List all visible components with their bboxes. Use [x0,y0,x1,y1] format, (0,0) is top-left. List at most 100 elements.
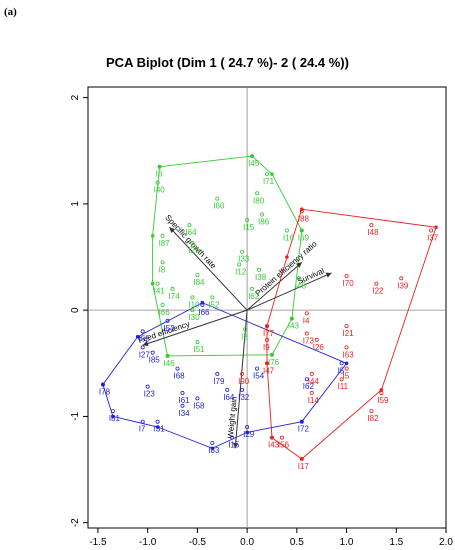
vector-line-4 [234,310,248,449]
point-1-17 [309,391,314,396]
point-0-23 [190,308,195,313]
point-0-28 [243,327,248,332]
x-tick-label: 0.5 [290,537,304,548]
y-axis: -2 -1 0 1 2 [70,94,88,527]
point-0-16 [257,267,262,272]
point-2-3 [155,419,160,424]
point-label: I66 [198,308,210,317]
point-label: I39 [397,281,409,290]
point-1-9 [304,331,309,336]
hull-vertex-1-2 [379,388,384,392]
point-0-21 [250,286,255,291]
point-label: I43 [288,322,300,331]
point-label: I5 [343,372,350,381]
x-tick-label: -1.0 [139,537,157,548]
point-label: I9 [263,343,270,352]
point-label: I78 [99,388,111,397]
chart-title: PCA Biplot (Dim 1 ( 24.7 %)- 2 ( 24.4 %)… [106,55,349,70]
point-0-17 [195,273,200,278]
point-label: I14 [308,396,320,405]
point-label: I32 [238,393,250,402]
y-tick-label: 1 [70,201,81,207]
point-2-21 [255,366,260,371]
point-0-0 [157,164,162,169]
point-1-13 [264,361,269,366]
point-1-11 [314,337,319,342]
point-0-18 [155,281,160,286]
group-hulls [101,154,438,461]
point-label: I81 [109,414,121,423]
point-label: I76 [268,358,280,367]
point-0-26 [289,316,294,321]
point-label: I48 [367,228,379,237]
point-label: I10 [188,300,200,309]
point-1-7 [344,324,349,329]
point-0-24 [160,302,165,307]
vector-label: Specific growth rate [163,213,218,271]
x-tick-label: -0.5 [189,537,207,548]
point-label: I86 [258,218,270,227]
point-2-8 [140,329,145,334]
hull-vertex-0-8 [150,233,155,238]
point-label: I70 [343,279,355,288]
point-label: I3 [241,332,248,341]
point-label: I88 [298,214,310,223]
point-label: I52 [208,300,220,309]
hull-vertex-2-1 [135,334,140,339]
y-tick-label: -2 [70,518,81,527]
point-label: I15 [243,223,255,232]
point-label: I51 [193,345,205,354]
point-label: I59 [377,396,389,405]
point-2-23 [339,361,344,366]
point-label: I21 [343,329,355,338]
point-label: I82 [367,414,379,423]
point-label: I15 [228,441,240,450]
point-2-15 [180,391,185,396]
hull-vertex-2-5 [245,430,249,435]
point-label: I73 [303,337,315,346]
zero-axis-lines [88,87,446,528]
point-label: I11 [338,382,349,391]
point-1-12 [344,345,349,350]
point-2-9 [140,345,145,350]
point-2-0 [100,382,105,387]
point-0-29 [165,353,170,358]
point-1-1 [369,223,374,228]
point-label: I38 [255,273,267,282]
vector-line-3 [142,309,248,346]
vector-label: Weight gain [226,396,239,439]
point-label: I27 [139,350,151,359]
hull-vertex-1-1 [434,225,438,230]
point-1-4 [374,281,379,286]
hull-vertex-2-7 [155,425,160,429]
point-label: I80 [253,196,265,205]
point-label: I68 [174,372,186,381]
point-0-19 [170,286,175,291]
point-label: I43 [268,441,280,450]
point-label: I56 [278,441,290,450]
point-label: I83 [208,446,220,455]
point-0-4 [255,191,260,196]
point-label: I45 [248,159,260,168]
point-label: I29 [243,430,255,439]
point-1-14 [240,371,245,376]
point-label: I37 [427,233,439,242]
plot-frame [87,86,447,529]
point-0-2 [250,154,255,159]
point-1-21 [269,435,274,440]
point-1-6 [304,311,309,316]
point-label: I12 [235,267,247,276]
point-label: I72 [298,425,310,434]
point-0-12 [190,241,195,246]
point-label: I4 [303,316,310,325]
point-1-16 [344,366,349,371]
point-label: I26 [313,343,325,352]
vector-arrowhead-4 [232,442,239,449]
point-2-1 [110,409,115,414]
point-1-18 [379,391,384,396]
point-label: I34 [178,409,190,418]
point-label: I66 [159,308,171,317]
point-label: I58 [193,401,205,410]
point-label: I62 [248,292,260,301]
